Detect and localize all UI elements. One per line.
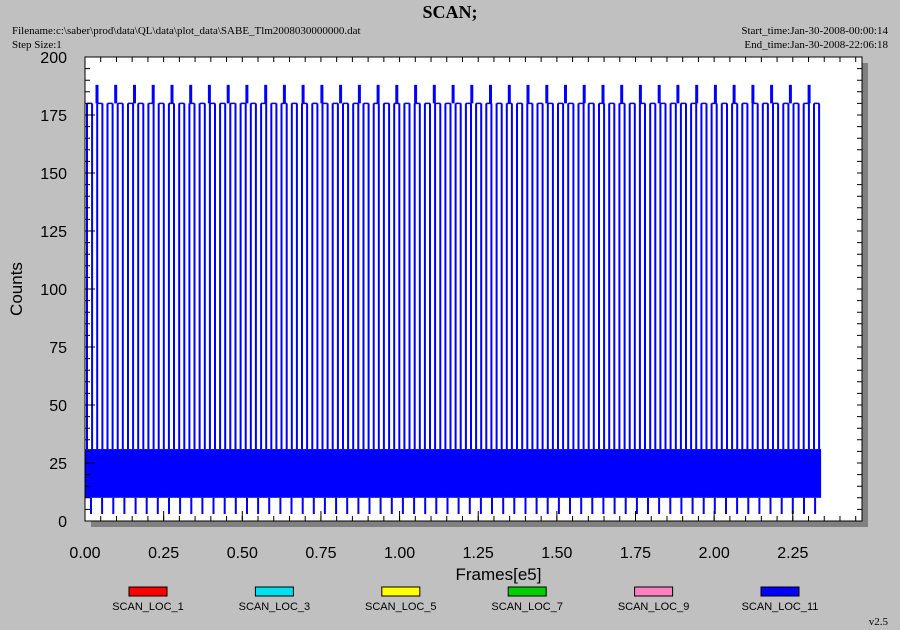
x-tick-label: 1.75 xyxy=(620,545,651,562)
legend-item: SCAN_LOC_11 xyxy=(742,586,819,613)
version-label: v2.5 xyxy=(868,616,888,628)
y-tick-label: 125 xyxy=(40,224,67,241)
legend-label: SCAN_LOC_11 xyxy=(742,601,819,613)
x-tick-label: 2.25 xyxy=(777,545,808,562)
y-tick-label: 175 xyxy=(40,108,67,125)
legend-swatch xyxy=(128,586,168,597)
legend-item: SCAN_LOC_9 xyxy=(618,586,690,613)
end-time-text: End_time:Jan-30-2008-22:06:18 xyxy=(744,39,888,51)
axes: 0 25 50 75 100 125 150 175 200 0.00 0.25 0.50 0.75 1.… xyxy=(40,50,863,562)
x-tick-label: 0.75 xyxy=(305,545,336,562)
y-tick-label: 25 xyxy=(49,456,67,473)
legend-item: SCAN_LOC_7 xyxy=(491,586,563,613)
time-info: Start_time:Jan-30-2008-00:00:14 End_time… xyxy=(741,24,888,52)
legend-label: SCAN_LOC_3 xyxy=(239,601,311,613)
legend-swatch xyxy=(634,586,674,597)
legend-swatch xyxy=(760,586,800,597)
legend: SCAN_LOC_1 SCAN_LOC_3 SCAN_LOC_5 SCAN_LOC_7… xyxy=(112,586,819,613)
y-axis-label: Counts xyxy=(7,262,26,316)
scan-peak-lines xyxy=(86,103,821,450)
y-tick-label: 75 xyxy=(49,340,67,357)
legend-label: SCAN_LOC_9 xyxy=(618,601,690,613)
data-layer xyxy=(85,84,822,515)
y-tick-label: 50 xyxy=(49,398,67,415)
legend-swatch xyxy=(507,586,547,597)
legend-label: SCAN_LOC_7 xyxy=(491,601,563,613)
start-time-text: Start_time:Jan-30-2008-00:00:14 xyxy=(741,25,888,37)
x-tick-label: 2.00 xyxy=(699,545,730,562)
legend-label: SCAN_LOC_5 xyxy=(365,601,437,613)
x-tick-label: 0.50 xyxy=(227,545,258,562)
y-tick-label: 0 xyxy=(58,514,67,531)
scan-floor-dips xyxy=(90,497,817,515)
x-tick-label: 1.50 xyxy=(541,545,572,562)
legend-item: SCAN_LOC_3 xyxy=(239,586,311,613)
legend-label: SCAN_LOC_1 xyxy=(112,601,184,613)
legend-swatch xyxy=(254,586,294,597)
chart-title: SCAN; xyxy=(422,2,478,22)
legend-item: SCAN_LOC_1 xyxy=(112,586,184,613)
legend-swatch xyxy=(381,586,421,597)
y-tick-label: 200 xyxy=(40,50,67,67)
scan-spikes xyxy=(95,84,811,104)
file-info: Filename:c:\saber\prod\data\QL\data\plot… xyxy=(12,24,361,52)
x-tick-label: 1.00 xyxy=(384,545,415,562)
x-tick-label: 0.00 xyxy=(69,545,100,562)
scan-dense-band xyxy=(85,449,822,498)
filename-text: Filename:c:\saber\prod\data\QL\data\plot… xyxy=(12,25,361,37)
y-tick-label: 100 xyxy=(40,282,67,299)
y-tick-label: 150 xyxy=(40,166,67,183)
x-tick-label: 1.25 xyxy=(463,545,494,562)
x-tick-label: 0.25 xyxy=(148,545,179,562)
x-axis-label: Frames[e5] xyxy=(456,565,542,584)
legend-item: SCAN_LOC_5 xyxy=(365,586,437,613)
plot-frame xyxy=(84,56,863,522)
step-size-text: Step Size:1 xyxy=(12,39,62,51)
